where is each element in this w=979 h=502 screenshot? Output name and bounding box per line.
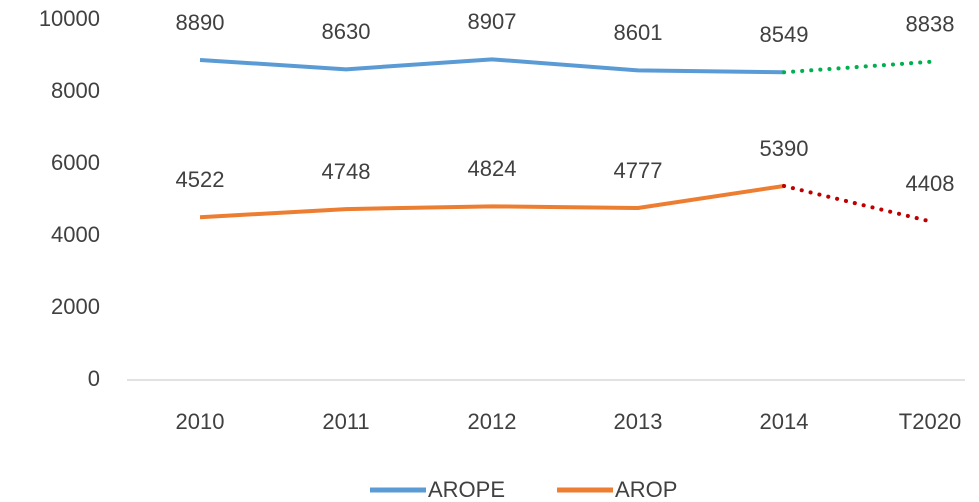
data-label: 4824 xyxy=(468,156,517,181)
data-label: 8890 xyxy=(176,10,225,35)
x-tick-label: 2014 xyxy=(760,409,809,434)
data-label: 8907 xyxy=(468,9,517,34)
y-tick-label: 4000 xyxy=(51,222,100,247)
legend-label: AROPE xyxy=(428,477,505,502)
data-label: 4522 xyxy=(176,167,225,192)
data-label: 8630 xyxy=(322,19,371,44)
series-line xyxy=(199,57,785,75)
y-tick-label: 2000 xyxy=(51,294,100,319)
data-label: 8838 xyxy=(906,12,955,37)
x-tick-label: 2010 xyxy=(176,409,225,434)
data-label: 8601 xyxy=(614,20,663,45)
y-tick-label: 10000 xyxy=(39,6,100,31)
x-tick-label: T2020 xyxy=(899,409,961,434)
legend-label: AROP xyxy=(615,477,677,502)
x-tick-label: 2013 xyxy=(614,409,663,434)
series-line xyxy=(199,183,785,220)
x-tick-label: 2012 xyxy=(468,409,517,434)
data-label: 4408 xyxy=(906,171,955,196)
data-label: 4748 xyxy=(322,159,371,184)
data-label: 8549 xyxy=(760,22,809,47)
x-tick-label: 2011 xyxy=(322,409,369,434)
target-segment xyxy=(782,59,932,75)
y-tick-label: 8000 xyxy=(51,78,100,103)
data-label: 5390 xyxy=(760,136,809,161)
data-label: 4777 xyxy=(614,158,663,183)
y-tick-label: 6000 xyxy=(51,150,100,175)
y-tick-label: 0 xyxy=(88,366,100,391)
